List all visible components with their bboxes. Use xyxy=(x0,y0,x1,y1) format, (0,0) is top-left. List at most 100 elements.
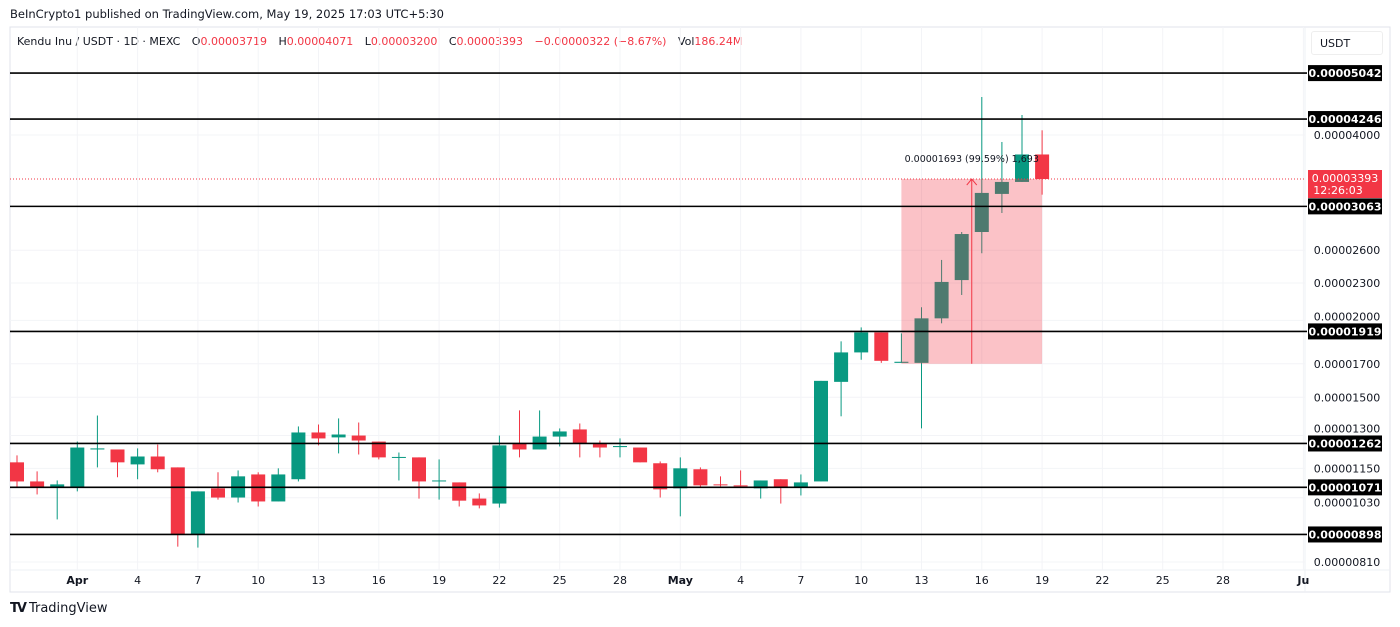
high-label: H xyxy=(278,35,287,48)
candle-up xyxy=(613,446,627,448)
candle-down xyxy=(150,456,165,470)
y-tick-label: 0.00002000 xyxy=(1314,310,1380,323)
candle-down xyxy=(311,432,326,439)
candle-down xyxy=(1035,154,1050,180)
level-price-tag xyxy=(1308,479,1382,496)
candle-up xyxy=(432,480,447,482)
candle-up xyxy=(834,352,849,382)
volume-value: 186.24M xyxy=(694,35,743,48)
candle-down xyxy=(592,443,607,448)
x-tick-label: Ju xyxy=(1296,574,1309,587)
brand-text: TradingView xyxy=(28,601,108,616)
level-price-tag xyxy=(1308,526,1382,543)
high-value: 0.00004071 xyxy=(286,35,354,48)
symbol-title[interactable]: Kendu Inu / USDT · 1D · MEXC xyxy=(17,35,181,48)
y-tick-label: 0.00001500 xyxy=(1314,391,1380,404)
open-label: O xyxy=(191,35,201,48)
x-tick-label: 19 xyxy=(432,574,446,587)
level-price-label: 0.00001919 xyxy=(1308,325,1381,338)
level-price-label: 0.00003063 xyxy=(1308,200,1381,213)
x-tick-label: 25 xyxy=(1156,574,1170,587)
candle-down xyxy=(653,463,668,490)
candle-up xyxy=(854,332,869,353)
change-value: −0.00000322 (−8.67%) xyxy=(534,35,667,48)
y-tick-label: 0.00001300 xyxy=(1314,422,1380,435)
candle-down xyxy=(713,484,728,486)
current-price-label: 0.00003393 xyxy=(1312,172,1378,185)
x-tick-label: 7 xyxy=(797,574,804,587)
symbol-legend: Kendu Inu / USDT · 1D · MEXC O0.00003719… xyxy=(17,35,742,48)
x-tick-label: 22 xyxy=(1095,574,1109,587)
candle-up xyxy=(331,434,346,438)
tradingview-logo-icon: TV xyxy=(10,601,27,616)
candle-down xyxy=(30,481,45,488)
x-tick-label: 25 xyxy=(553,574,567,587)
x-tick-label: 13 xyxy=(312,574,326,587)
candle-up xyxy=(814,380,828,482)
candle-down xyxy=(452,482,467,501)
x-tick-label: 16 xyxy=(975,574,989,587)
x-tick-label: May xyxy=(668,574,693,587)
candle-up xyxy=(974,192,989,233)
level-price-tag xyxy=(1308,435,1382,452)
candle-up xyxy=(90,448,105,450)
close-label: C xyxy=(448,35,457,48)
candle-down xyxy=(371,441,386,458)
level-price-label: 0.00000898 xyxy=(1308,528,1381,541)
candle-down xyxy=(572,429,587,444)
x-tick-label: 28 xyxy=(1216,574,1230,587)
level-price-label: 0.00004246 xyxy=(1308,113,1381,126)
x-tick-label: 13 xyxy=(915,574,929,587)
x-tick-label: 10 xyxy=(854,574,868,587)
x-tick-label: 22 xyxy=(492,574,506,587)
candle-down xyxy=(211,488,225,498)
candle-up xyxy=(673,468,688,489)
candle-up xyxy=(994,181,1009,194)
low-label: L xyxy=(364,35,371,48)
candle-up xyxy=(391,456,406,458)
candle-down xyxy=(472,498,487,506)
arrow-up-icon xyxy=(966,178,978,186)
x-tick-label: 4 xyxy=(737,574,744,587)
candle-up xyxy=(50,484,65,488)
x-tick-label: 4 xyxy=(134,574,141,587)
y-tick-label: 0.00001150 xyxy=(1314,462,1380,475)
level-price-tag xyxy=(1308,323,1382,340)
level-price-tag xyxy=(1308,65,1382,82)
currency-button[interactable]: USDT xyxy=(1311,31,1383,55)
price-chart[interactable]: Apr 4 7 10 13 16 19 22 25 28 May 4 7 10 13 16 19 22 25 28 Ju… xyxy=(0,0,1400,600)
candle-up xyxy=(552,431,567,437)
candle-up xyxy=(934,281,949,319)
x-tick-label: 19 xyxy=(1035,574,1049,587)
y-tick-label: 0.00001030 xyxy=(1314,496,1380,509)
candle-up xyxy=(291,432,306,480)
candle-up xyxy=(954,234,969,281)
candle-down xyxy=(110,449,125,463)
candle-up xyxy=(914,318,929,363)
y-tick-label: 0.00002300 xyxy=(1314,277,1380,290)
chart-frame xyxy=(9,26,1391,593)
candle-up xyxy=(793,482,808,488)
x-tick-label: Apr xyxy=(66,574,88,587)
measure-label: 0.00001693 (99.59%) 1,693 xyxy=(905,154,1039,165)
level-price-label: 0.00001071 xyxy=(1308,481,1381,494)
published-caption: BeInCrypto1 published on TradingView.com… xyxy=(10,7,444,21)
y-tick-label: 0.00001700 xyxy=(1314,358,1380,371)
current-price-tag xyxy=(1308,170,1382,199)
candle-down xyxy=(773,479,788,488)
candle-up xyxy=(492,445,507,504)
close-value: 0.00003393 xyxy=(456,35,523,48)
open-value: 0.00003719 xyxy=(200,35,267,48)
candle-down xyxy=(512,443,527,450)
candle-down xyxy=(874,332,889,361)
x-tick-label: 16 xyxy=(372,574,386,587)
tradingview-brand[interactable]: TV TradingView xyxy=(10,601,107,616)
x-tick-label: 10 xyxy=(251,574,265,587)
candle-down xyxy=(170,467,185,535)
low-value: 0.00003200 xyxy=(370,35,438,48)
candle-up xyxy=(70,447,85,488)
bar-countdown: 12:26:03 xyxy=(1313,184,1362,197)
candle-down xyxy=(693,469,708,486)
volume-label: Vol xyxy=(677,35,695,48)
candle-down xyxy=(351,435,366,441)
